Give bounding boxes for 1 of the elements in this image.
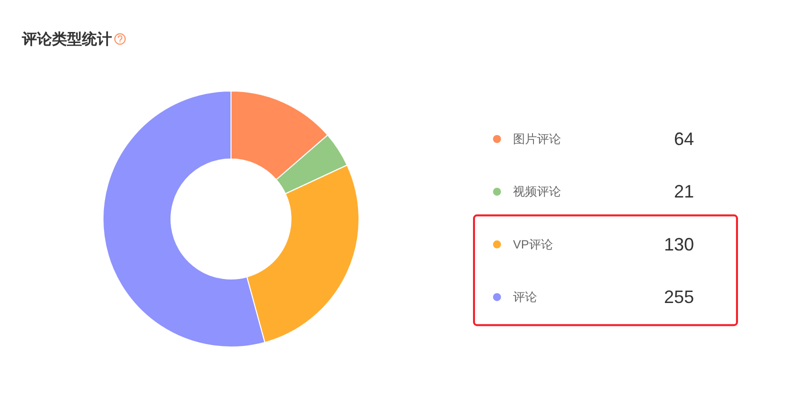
title: 评论类型统计	[22, 31, 112, 48]
